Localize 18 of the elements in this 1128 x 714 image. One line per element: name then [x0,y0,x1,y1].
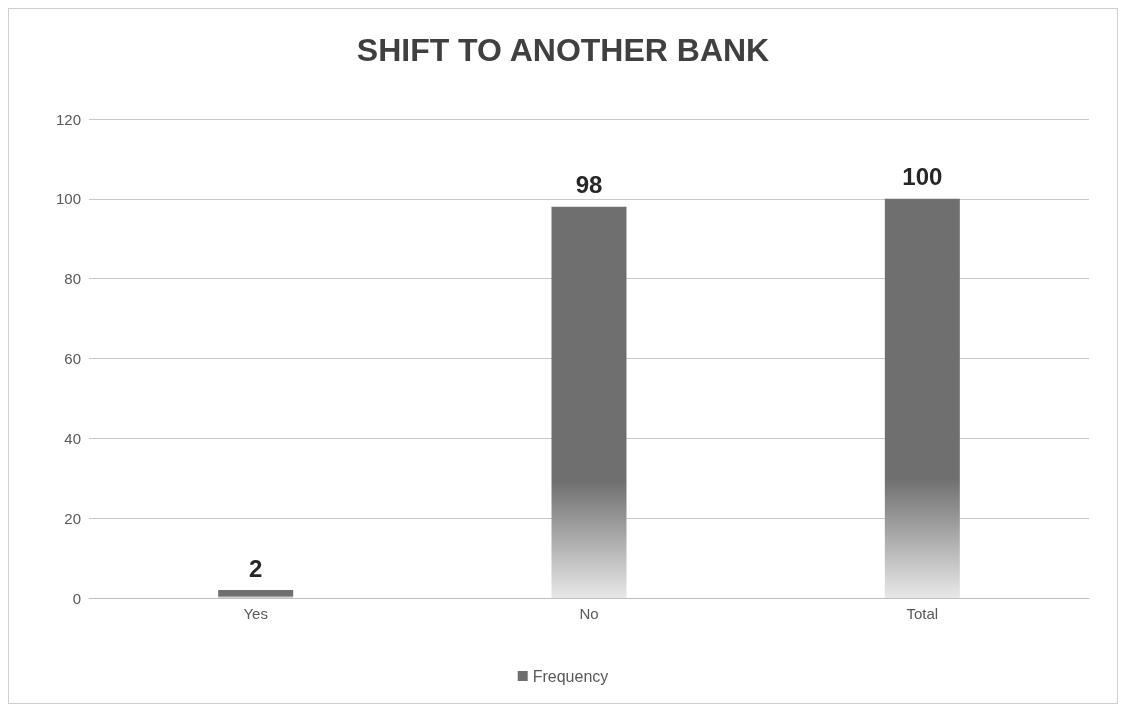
y-tick-label: 0 [72,589,81,607]
y-tick-label: 60 [64,350,81,367]
data-label: 2 [248,554,263,582]
data-label: 98 [575,171,603,199]
bar [218,590,294,598]
x-tick-label: Yes [243,605,268,622]
y-tick-label: 100 [55,190,81,208]
y-tick-label: 80 [64,270,81,288]
y-tick-label: 20 [64,509,81,527]
bar [551,206,627,598]
data-label: 100 [902,163,943,191]
y-tick-label: 120 [55,110,81,128]
bar [884,198,960,598]
legend-label: Frequency [532,667,609,685]
x-tick-label: Total [906,605,939,622]
y-tick-label: 40 [64,429,81,447]
chart-title: SHIFT TO ANOTHER BANK [356,32,770,68]
x-tick-label: No [579,605,599,622]
